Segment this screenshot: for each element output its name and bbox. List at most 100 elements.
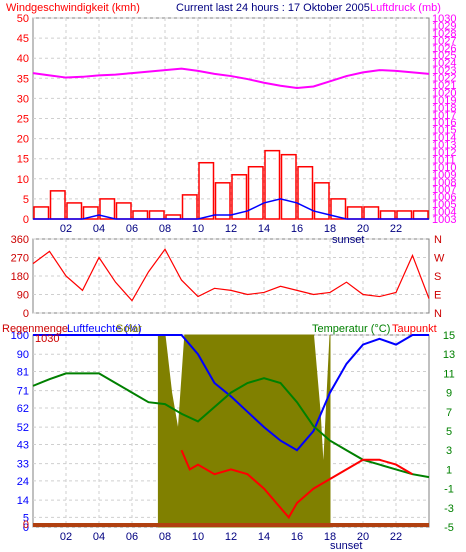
- panel1-y-right-tick-label: 1008: [432, 177, 456, 189]
- panel2-y-left-tick-label: 270: [11, 253, 29, 265]
- gust-bar: [313, 182, 330, 220]
- panel1-x-tick-label: 14: [258, 223, 270, 235]
- panel3-y-left-tick-label: 81: [17, 366, 29, 378]
- gust-bar: [82, 206, 99, 220]
- panel1-y-left-tick-label: 40: [17, 53, 29, 65]
- panel3-title-rain: Regenmenge: [2, 323, 68, 335]
- panel1-x-tick-label: 20: [357, 223, 369, 235]
- panel2-y-right-tick-label: N: [434, 308, 442, 320]
- panel3-y-right-tick-label: 13: [443, 349, 455, 361]
- pressure-line: [32, 67, 430, 89]
- panel1-y-right-tick-label: 1011: [432, 154, 456, 166]
- panel1-y-right-tick-label: 1013: [432, 140, 456, 152]
- panel1-y-left-tick-label: 30: [17, 93, 29, 105]
- panel1-x-tick-label: 10: [192, 223, 204, 235]
- panel2-y-right-tick-label: N: [434, 234, 442, 246]
- panel3-y-right-tick-label: 15: [443, 330, 455, 342]
- panel2-y-left-tick-label: 90: [17, 290, 29, 302]
- panel3-y-right-tick-label: 1: [446, 464, 452, 476]
- panel1-y-left-tick-label: 25: [17, 114, 29, 126]
- panel3-annotation-sunset: sunset: [330, 540, 362, 552]
- panel3-y-left-tick-label: 24: [17, 476, 29, 488]
- panel3-y-right-tick-label: -1: [444, 484, 454, 496]
- panel1-y-right-tick-label: 1015: [432, 125, 456, 137]
- panel2-y-left-tick-label: 0: [23, 308, 29, 320]
- panel2-y-right-tick-label: W: [434, 253, 445, 265]
- gust-bar: [198, 161, 215, 220]
- panel3-title-solar: Solar: [116, 323, 142, 335]
- panel3-x-tick-label: 06: [126, 531, 138, 543]
- panel3-x-tick-label: 10: [192, 531, 204, 543]
- panel3-x-tick-label: 22: [390, 531, 402, 543]
- panel1-y-right-tick-label: 1023: [432, 65, 456, 77]
- panel1-y-right-tick-label: 1025: [432, 50, 456, 62]
- panel3-x-tick-label: 20: [357, 531, 369, 543]
- panel1-y-left-tick-label: 10: [17, 174, 29, 186]
- panel3-y-right-tick-label: -3: [444, 503, 454, 515]
- gust-bar: [214, 182, 231, 220]
- panel3-y-left-tick-label: 43: [17, 439, 29, 451]
- grid-lines: [33, 17, 429, 528]
- gust-bar: [247, 165, 264, 220]
- panel3-y-right-tick-label: -5: [444, 522, 454, 534]
- panel2-y-left-tick-label: 360: [11, 234, 29, 246]
- panel1-y-right-tick-label: 1028: [432, 28, 456, 40]
- panel1-y-right-tick-label: 1021: [432, 80, 456, 92]
- panel1-y-right-tick-label: 1027: [432, 35, 456, 47]
- panel3-y-left-tick-label: 5: [23, 512, 29, 524]
- wind-direction-line: [32, 248, 430, 302]
- gust-bar: [297, 165, 314, 220]
- panel3-title-dewpoint: Taupunkt: [392, 323, 437, 335]
- panel1-x-tick-label: 08: [159, 223, 171, 235]
- panel3-x-tick-label: 14: [258, 531, 270, 543]
- panel1-annotation-sunset: sunset: [332, 234, 364, 246]
- panel3-x-tick-label: 08: [159, 531, 171, 543]
- panel3-y-right-tick-label: 7: [446, 407, 452, 419]
- panel1-y-left-tick-label: 15: [17, 154, 29, 166]
- panel1-y-right-tick-label: 1014: [432, 132, 456, 144]
- panel1-title-center: Current last 24 hours : 17 Oktober 2005: [176, 2, 370, 14]
- panel1-y-left-tick-label: 0: [23, 214, 29, 226]
- panel1-x-tick-label: 18: [324, 223, 336, 235]
- panel3-y-right-tick-label: 3: [446, 445, 452, 457]
- gust-bar: [231, 174, 248, 220]
- panel1-y-right-tick-label: 1018: [432, 102, 456, 114]
- panel3-y-left-tick-label: 71: [17, 386, 29, 398]
- panel1-y-right-tick-label: 1016: [432, 117, 456, 129]
- panel1-y-right-tick-label: 1012: [432, 147, 456, 159]
- panel1-y-left-tick-label: 20: [17, 134, 29, 146]
- panel1-y-right-tick-label: 1020: [432, 87, 456, 99]
- panel3-y-left-tick-label: 62: [17, 403, 29, 415]
- gust-bar: [280, 153, 297, 220]
- panel3-y-left-tick-label: 100: [11, 330, 29, 342]
- panel1-y-right-tick-label: 1007: [432, 184, 456, 196]
- panel3-y-left-tick-label: 33: [17, 459, 29, 471]
- panel2-y-right-tick-label: S: [434, 271, 441, 283]
- panel1-y-right-tick-label: 1026: [432, 43, 456, 55]
- panel1-y-right-tick-label: 1010: [432, 162, 456, 174]
- gust-bar: [99, 198, 116, 220]
- wind-speed-line: [33, 198, 429, 220]
- gust-bar: [264, 149, 281, 220]
- panel1-y-left-tick-label: 5: [23, 194, 29, 206]
- dewpoint-line: [180, 449, 414, 520]
- panel2-y-left-tick-label: 180: [11, 271, 29, 283]
- solar-area: [157, 334, 331, 528]
- panel3-x-tick-label: 04: [93, 531, 105, 543]
- panel1-y-right-tick-label: 1004: [432, 207, 456, 219]
- panel1-x-tick-label: 02: [60, 223, 72, 235]
- panel1-y-left-tick-label: 50: [17, 13, 29, 25]
- panel3-y-left-tick-label: 14: [17, 495, 29, 507]
- panel1-y-left-tick-label: 35: [17, 73, 29, 85]
- panel3-rain-tick-label: 1030: [35, 333, 59, 345]
- panel3-rain-tick-label: 0: [23, 519, 29, 531]
- panel3-x-tick-label: 18: [324, 531, 336, 543]
- panel3-y-right-tick-label: 11: [443, 368, 454, 380]
- panel3-title-temperature: Temperatur (°C): [312, 323, 390, 335]
- panel3-x-tick-label: 16: [291, 531, 303, 543]
- panel1-x-tick-label: 06: [126, 223, 138, 235]
- panel1-y-right-tick-label: 1006: [432, 192, 456, 204]
- panel3-y-left-tick-label: 90: [17, 349, 29, 361]
